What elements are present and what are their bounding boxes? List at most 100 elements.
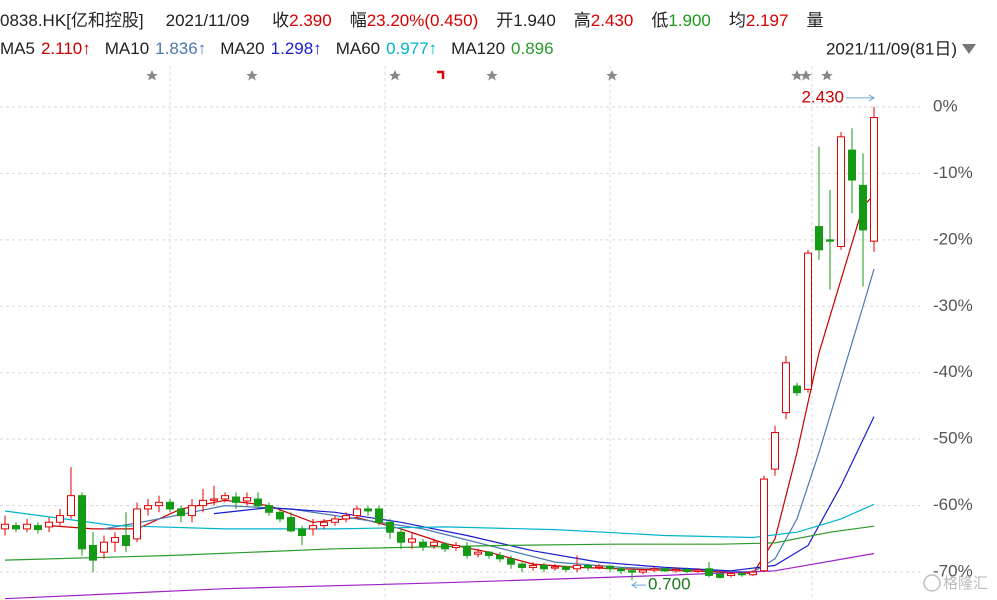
candles — [1, 106, 878, 581]
legend-name: MA5 — [0, 39, 35, 58]
candle-body — [232, 496, 240, 503]
quote-value: 2.390 — [289, 11, 332, 30]
candle-body — [1, 523, 9, 530]
candle-body — [661, 568, 669, 572]
candle-body — [23, 523, 31, 530]
candle-body — [672, 568, 680, 572]
watermark: 格隆汇 — [923, 574, 988, 592]
quote-value: 2.197 — [745, 11, 789, 30]
candle-body — [584, 564, 592, 568]
candle-body — [848, 149, 856, 181]
candle-body — [518, 563, 526, 568]
candle-body — [463, 546, 471, 556]
legend-name: MA120 — [451, 39, 506, 58]
candle-body — [628, 570, 636, 573]
candle-body — [210, 498, 218, 501]
candle-body — [485, 551, 493, 556]
legend-value: 1.836↑ — [155, 39, 207, 58]
stock-name: 0838.HK[亿和控股] — [0, 11, 144, 30]
candle-body — [89, 545, 97, 561]
candle-body — [243, 497, 251, 502]
y-tick-label: -40% — [933, 362, 973, 381]
legend-value: 0.977↑ — [386, 39, 438, 58]
candle-body — [705, 568, 713, 576]
candle-body — [375, 508, 383, 523]
candle-body — [452, 545, 460, 549]
candle-body — [133, 508, 141, 540]
candle-body — [364, 508, 372, 512]
quote-value: 2.430 — [590, 11, 634, 30]
quote-label: 低 — [651, 11, 669, 30]
star[interactable] — [606, 70, 618, 81]
y-tick-label: -70% — [933, 562, 973, 581]
watermark-logo — [923, 574, 941, 592]
max-label: 2.430 — [801, 87, 844, 106]
candle-body — [738, 572, 746, 576]
candle-body — [562, 566, 570, 570]
ma-line — [4, 525, 875, 561]
event-stars — [146, 70, 833, 81]
quote-bar: 0838.HK[亿和控股] 2021/11/09 收2.390 幅23.20%(0.… — [0, 6, 823, 31]
candle-body — [309, 525, 317, 530]
candle-body — [837, 136, 845, 247]
candle-body — [441, 543, 449, 550]
date-separators — [169, 66, 813, 600]
candle-body — [595, 565, 603, 568]
candle-body — [199, 499, 207, 507]
candle-body — [177, 508, 185, 517]
y-tick-label: -50% — [933, 429, 973, 448]
candle-body — [265, 505, 273, 513]
range-label: 2021/11/09(81日) — [826, 39, 957, 58]
legend-value: 1.298↑ — [270, 39, 322, 58]
candle-body — [551, 566, 559, 569]
dropdown-arrow[interactable] — [962, 44, 976, 54]
candle-body — [254, 498, 262, 507]
candle-body — [188, 505, 196, 517]
candle-body — [474, 551, 482, 555]
candle-body — [804, 252, 812, 390]
candle-body — [100, 541, 108, 553]
y-tick-label: -20% — [933, 229, 973, 248]
candle-body — [221, 495, 229, 500]
candle-body — [771, 432, 779, 470]
quote-label: 幅 — [349, 11, 367, 30]
ma-line — [4, 552, 875, 600]
candle-body — [606, 565, 614, 570]
legend-name: MA60 — [335, 39, 381, 58]
candle-body — [276, 511, 284, 520]
candle-body — [331, 518, 339, 523]
candle-body — [298, 528, 306, 537]
candle-body — [419, 541, 427, 548]
candle-body — [793, 385, 801, 394]
y-tick-label: -30% — [933, 296, 973, 315]
star[interactable] — [389, 70, 401, 81]
candle-body — [155, 501, 163, 507]
candle-body — [617, 568, 625, 572]
candle-body — [67, 495, 75, 517]
candle-body — [540, 564, 548, 570]
candle-body — [122, 535, 130, 547]
candle-body — [408, 538, 416, 543]
candle-body — [12, 525, 20, 530]
min-label: 0.700 — [648, 575, 691, 594]
star[interactable] — [821, 70, 833, 81]
quote-label: 收 — [272, 11, 290, 30]
star[interactable] — [146, 70, 158, 81]
star[interactable] — [246, 70, 258, 81]
candle-body — [287, 517, 295, 532]
y-tick-label: -10% — [933, 163, 973, 182]
candle-body — [683, 568, 691, 572]
star[interactable] — [791, 70, 803, 81]
star[interactable] — [486, 70, 498, 81]
candle-body — [342, 515, 350, 520]
event-flag[interactable] — [437, 70, 445, 79]
quote-value: 23.20%(0.450) — [366, 11, 479, 30]
candle-body — [716, 573, 724, 578]
candle-body — [650, 568, 658, 571]
quote-label: 开 — [496, 11, 514, 30]
legend-value: 2.110↑ — [40, 39, 91, 58]
star[interactable] — [800, 70, 812, 81]
candle-body — [56, 515, 64, 523]
